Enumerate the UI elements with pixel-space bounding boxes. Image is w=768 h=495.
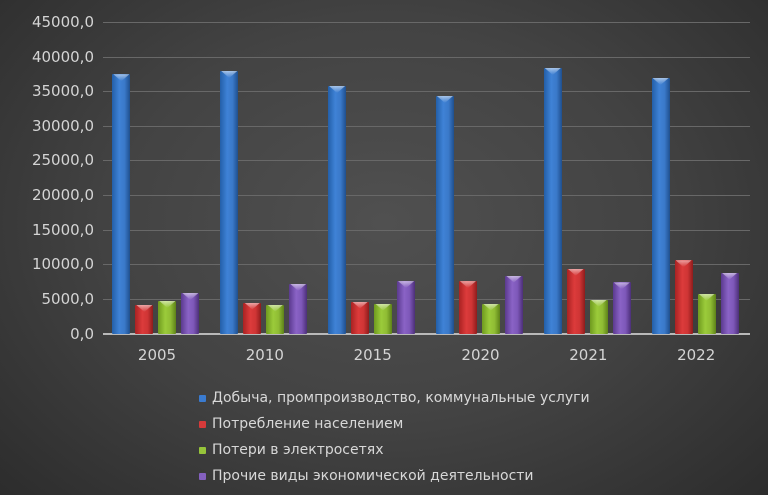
gridline [103, 195, 750, 197]
gridline [103, 264, 750, 266]
plot-area [103, 22, 750, 335]
legend-item: Потери в электросетях [199, 437, 590, 463]
y-tick-label: 40000,0 [31, 47, 94, 66]
x-tick-label: 2005 [137, 346, 177, 364]
gridline [103, 160, 750, 162]
y-tick-label: 30000,0 [31, 116, 94, 135]
bar-2015-series-2 [374, 303, 393, 334]
bar-2015-series-1 [351, 301, 370, 334]
bar-2020-series-0 [435, 96, 454, 334]
bar-2005-series-3 [181, 293, 200, 334]
bar-2022-series-3 [720, 272, 739, 334]
bar-2022-series-0 [651, 78, 670, 334]
legend-swatch-icon [199, 420, 206, 428]
bar-2010-series-3 [289, 283, 308, 334]
legend: Добыча, промпроизводство, коммунальные у… [199, 385, 590, 489]
bar-2021-series-0 [543, 67, 562, 334]
legend-item: Добыча, промпроизводство, коммунальные у… [199, 385, 590, 411]
bar-2020-series-1 [458, 281, 477, 334]
gridline [103, 56, 750, 58]
bar-2010-series-2 [266, 304, 285, 334]
x-tick-label: 2021 [569, 346, 608, 364]
bar-2021-series-2 [589, 299, 608, 334]
legend-swatch-icon [199, 446, 206, 454]
x-tick-label: 2015 [353, 346, 392, 364]
legend-label: Потребление населением [212, 416, 404, 432]
gridline [103, 229, 750, 231]
gridline [103, 22, 750, 23]
legend-label: Добыча, промпроизводство, коммунальные у… [212, 390, 590, 406]
bar-2022-series-1 [674, 260, 693, 334]
bar-2015-series-0 [328, 85, 347, 334]
y-tick-label: 5000,0 [41, 289, 95, 308]
bar-2005-series-2 [158, 300, 177, 334]
bar-2020-series-2 [481, 303, 500, 334]
y-tick-label: 0,0 [70, 324, 94, 343]
y-tick-label: 20000,0 [31, 186, 94, 205]
bar-2005-series-0 [112, 74, 131, 334]
legend-item: Прочие виды экономической деятельности [199, 463, 590, 489]
bar-2010-series-0 [220, 71, 239, 334]
x-tick-label: 2022 [677, 346, 716, 364]
legend-swatch-icon [199, 472, 206, 480]
y-tick-label: 10000,0 [31, 255, 94, 274]
x-axis-line [103, 332, 750, 335]
x-tick-label: 2010 [245, 346, 284, 364]
bar-2020-series-3 [504, 275, 523, 334]
legend-item: Потребление населением [199, 411, 590, 437]
gridline [103, 298, 750, 300]
bar-2021-series-1 [566, 268, 585, 334]
y-tick-label: 35000,0 [31, 82, 94, 101]
y-tick-label: 15000,0 [31, 220, 94, 239]
gridline [103, 91, 750, 93]
bar-2005-series-1 [135, 304, 154, 334]
bar-2022-series-2 [697, 293, 716, 334]
y-tick-label: 45000,0 [31, 13, 94, 31]
x-tick-label: 2020 [461, 346, 500, 364]
bar-2010-series-1 [243, 302, 262, 334]
legend-label: Потери в электросетях [212, 442, 384, 458]
gridline [103, 125, 750, 127]
bar-2021-series-3 [612, 282, 631, 334]
bar-2015-series-3 [397, 281, 416, 334]
legend-label: Прочие виды экономической деятельности [212, 468, 534, 484]
y-tick-label: 25000,0 [31, 151, 94, 170]
legend-swatch-icon [199, 394, 206, 402]
